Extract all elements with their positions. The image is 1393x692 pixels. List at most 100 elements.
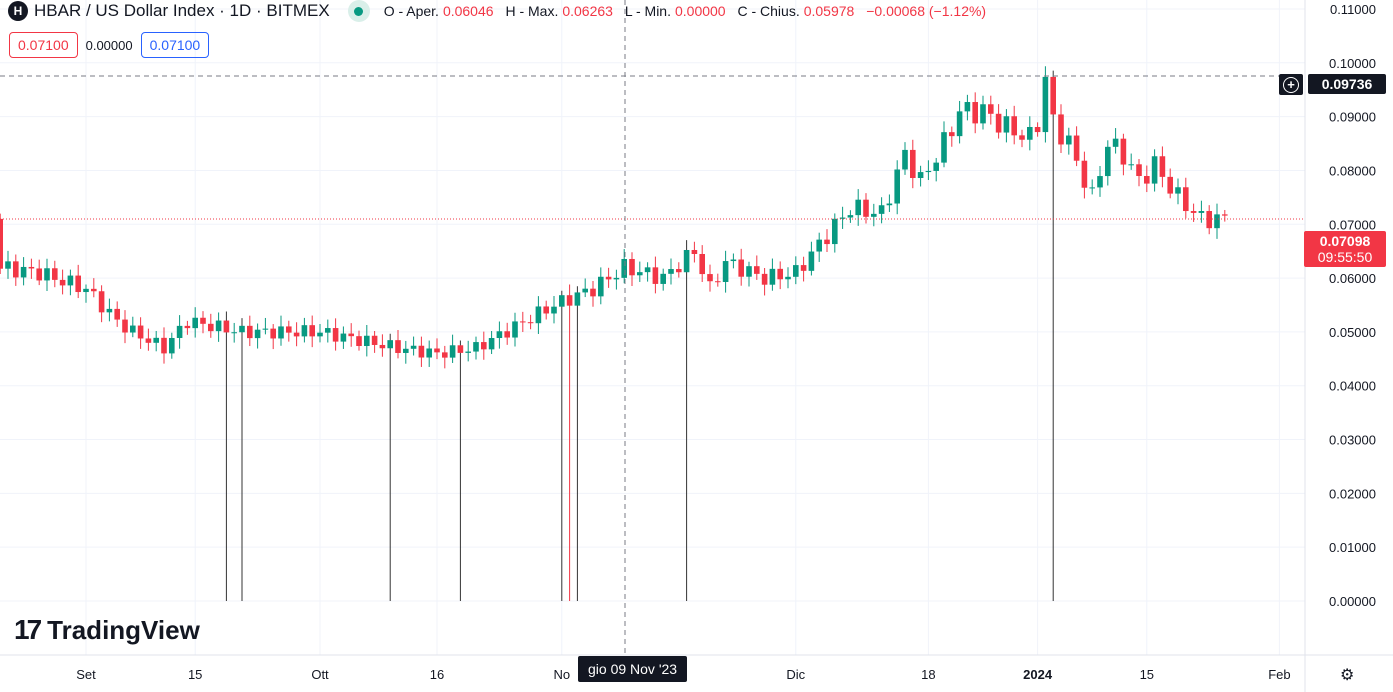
candle-body	[231, 332, 237, 334]
candle-body	[1112, 138, 1119, 147]
candle-body	[278, 326, 284, 339]
candle-body	[1175, 187, 1181, 194]
candle-body	[325, 328, 331, 333]
candle-body	[746, 266, 752, 277]
candle-body	[153, 337, 159, 343]
x-tick-label: 15	[187, 667, 203, 682]
candle-body	[972, 102, 978, 124]
candle-body	[1128, 164, 1134, 166]
y-tick-label: 0.00000	[1329, 594, 1376, 609]
candle-body	[512, 321, 518, 338]
hbar-logo-icon: H	[8, 1, 28, 21]
buy-button[interactable]: 0.07100	[140, 32, 210, 58]
candle-body	[52, 268, 58, 280]
brand-name: TradingView	[47, 614, 200, 645]
candle-body	[247, 325, 253, 339]
candle-body	[13, 261, 19, 278]
sell-button[interactable]: 0.07100	[9, 32, 78, 58]
candle-body	[652, 267, 659, 284]
candle-body	[800, 265, 807, 271]
change-value: −0.00068 (−1.12%)	[866, 3, 987, 19]
symbol-title[interactable]: HBAR / US Dollar Index · 1D · BITMEX	[34, 1, 330, 20]
candle-body	[566, 295, 573, 306]
x-tick-label: Dic	[786, 667, 806, 682]
candle-body	[738, 259, 744, 277]
candle-body	[1105, 146, 1111, 177]
settings-gear-icon[interactable]: ⚙	[1340, 667, 1355, 684]
candle-body	[36, 268, 42, 281]
candle-body	[1097, 176, 1103, 188]
y-tick-label: 0.07000	[1329, 217, 1376, 232]
y-tick-label: 0.04000	[1329, 379, 1376, 394]
candle-body	[582, 288, 588, 293]
candle-body	[59, 279, 66, 286]
candle-body	[722, 261, 729, 282]
candle-body	[473, 342, 479, 352]
x-tick-label: Feb	[1268, 667, 1291, 682]
last-price-label: 0.07098 09:55:50	[1304, 231, 1386, 267]
bar-countdown: 09:55:50	[1317, 249, 1373, 265]
candle-body	[941, 132, 947, 163]
candle-body	[910, 149, 916, 179]
candle-body	[1019, 135, 1025, 140]
candle-body	[0, 218, 3, 269]
candle-body	[169, 337, 175, 354]
last-price: 0.07098	[1319, 233, 1371, 249]
candle-body	[1042, 76, 1049, 133]
candle-body	[387, 340, 393, 349]
y-tick-label: 0.08000	[1329, 163, 1376, 178]
x-tick-label: 16	[429, 667, 445, 682]
candle-body	[44, 268, 50, 281]
candle-body	[933, 162, 939, 171]
candle-body	[98, 291, 105, 313]
candle-body	[660, 273, 666, 284]
candle-body	[590, 288, 596, 297]
candle-body	[223, 320, 230, 333]
candle-body	[215, 320, 222, 332]
candle-body	[964, 102, 971, 112]
candle-body	[761, 273, 768, 285]
candle-body	[699, 253, 705, 275]
candle-body	[878, 205, 885, 214]
candle-body	[1151, 156, 1158, 184]
y-tick-label: 0.09000	[1329, 110, 1376, 125]
candle-body	[769, 268, 776, 285]
candle-body	[75, 275, 81, 293]
candle-body	[1003, 116, 1010, 133]
candle-body	[559, 295, 565, 307]
candle-body	[356, 336, 362, 347]
candle-body	[239, 325, 245, 333]
candle-body	[301, 325, 308, 337]
candle-body	[270, 328, 276, 339]
tradingview-logo[interactable]: 17 TradingView	[14, 614, 200, 646]
candle-body	[208, 323, 214, 332]
candle-body	[1011, 116, 1017, 136]
candle-body	[504, 331, 510, 338]
candle-body	[637, 272, 643, 276]
candle-body	[917, 172, 924, 179]
market-status-icon[interactable]	[347, 0, 370, 22]
x-tick-label: 15	[1139, 667, 1155, 682]
candle-body	[839, 217, 846, 219]
candle-body	[130, 325, 136, 333]
candle-body	[1073, 135, 1080, 161]
candle-body	[145, 338, 152, 343]
crosshair-date-label: gio 09 Nov '23	[578, 656, 688, 682]
high-label: H - Max.	[505, 3, 559, 19]
candle-body	[1081, 160, 1088, 188]
candle-body	[1120, 138, 1127, 165]
plus-circle-icon: +	[1283, 77, 1299, 93]
candle-body	[457, 345, 464, 353]
candle-body	[20, 266, 27, 278]
candle-body	[520, 321, 526, 323]
y-tick-label: 0.05000	[1329, 325, 1376, 340]
candle-body	[161, 337, 167, 354]
candle-body	[691, 249, 698, 254]
x-tick-label: No	[553, 667, 571, 682]
candle-body	[286, 326, 292, 333]
candle-body	[488, 338, 495, 350]
candle-body	[956, 111, 963, 137]
add-alert-button[interactable]: +	[1279, 74, 1303, 95]
candle-body	[808, 251, 815, 271]
